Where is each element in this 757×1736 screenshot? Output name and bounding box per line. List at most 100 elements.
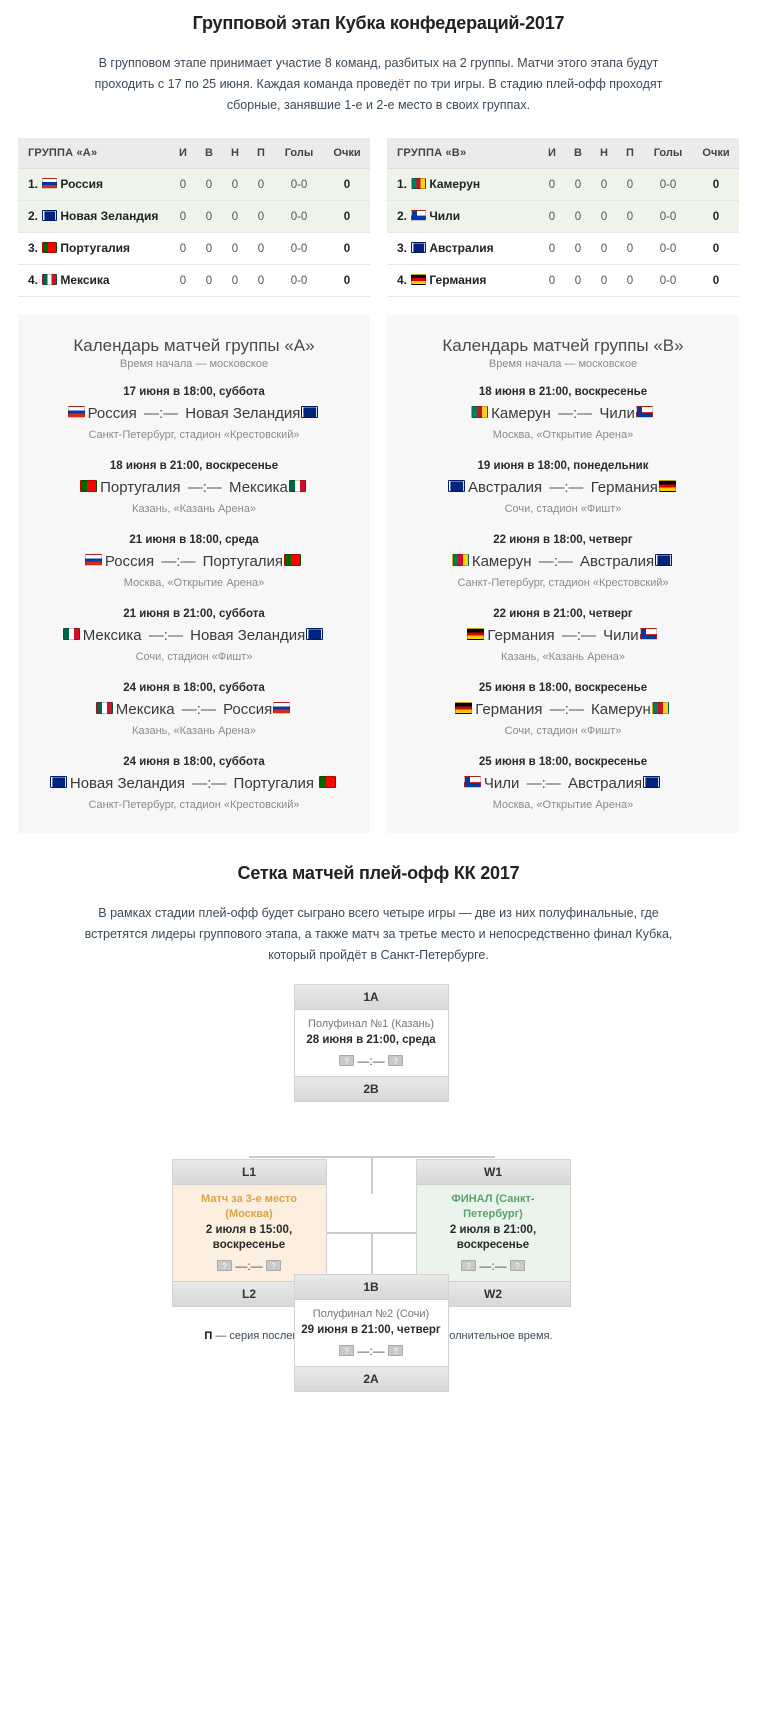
match-score: —:—: [558, 405, 593, 422]
connector-vertical-bottom: [370, 1234, 373, 1274]
position: 4.: [28, 273, 39, 287]
third-place-body: Матч за 3-е место (Москва) 2 июля в 15:0…: [172, 1185, 326, 1281]
away-team: Австралия: [567, 775, 643, 792]
match-date: 21 июня в 21:00, суббота: [123, 608, 265, 620]
bracket-semifinal-1[interactable]: 1А Полуфинал №1 (Казань) 28 июня в 21:00…: [293, 984, 449, 1102]
match-score: —:—: [549, 701, 584, 718]
final-body: ФИНАЛ (Санкт-Петербург) 2 июля в 21:00, …: [416, 1185, 570, 1281]
flag-icon-mx: [42, 274, 58, 285]
playoff-intro: В рамках стадии плей-офф будет сыграно в…: [84, 906, 673, 962]
match-score-row: ? —:— ?: [301, 1054, 442, 1068]
home-team: Россия: [87, 405, 137, 422]
position: 3.: [397, 241, 408, 255]
match-date: 18 июня в 21:00, воскресенье: [478, 386, 648, 398]
match-date: 22 июня в 21:00, четверг: [493, 608, 633, 620]
points: 0: [693, 168, 739, 201]
col-played: И: [170, 138, 196, 169]
slot-top: W1: [416, 1160, 570, 1185]
score: —:—: [235, 1259, 263, 1273]
slot-bottom: 2В: [294, 1076, 448, 1101]
calendar-subtitle: Время начала — московское: [488, 358, 638, 370]
match-venue: Казань, «Казань Арена»: [132, 503, 256, 515]
table-head: ГРУППА «В» И В Н П Голы Очки: [387, 138, 739, 169]
goals: 0-0: [274, 200, 324, 233]
home-team: Германия: [487, 627, 555, 644]
flag-icon-mx: [95, 702, 113, 714]
bracket-final[interactable]: W1 ФИНАЛ (Санкт-Петербург) 2 июля в 21:0…: [415, 1159, 571, 1307]
match-item: 22 июня в 21:00, четверг Германия —:— Чи…: [399, 608, 727, 663]
home-team: Португалия: [100, 479, 181, 496]
score: —:—: [357, 1344, 385, 1358]
flag-icon-pt: [319, 776, 337, 788]
drawn: 0: [222, 264, 248, 297]
match-date: 29 июня в 21:00, четверг: [301, 1324, 441, 1336]
match-date: 24 июня в 18:00, суббота: [123, 756, 265, 768]
position: 1.: [28, 177, 39, 191]
calendar-group-a: Календарь матчей группы «А» Время начала…: [18, 315, 370, 833]
slot-top: 1В: [294, 1275, 448, 1300]
match-item: 18 июня в 21:00, воскресенье Португалия …: [30, 460, 358, 515]
group-name-a: ГРУППА «А»: [18, 138, 170, 169]
table-row: 4. Мексика 0 0 0 0 0-0 0: [18, 264, 370, 297]
match-venue: Москва, «Открытие Арена»: [492, 429, 634, 441]
flag-icon-pt: [80, 480, 98, 492]
col-drawn: Н: [222, 138, 248, 169]
lost: 0: [617, 168, 643, 201]
match-teams: Мексика —:— Россия: [30, 699, 358, 721]
page-title: Групповой этап Кубка конфедераций-2017: [192, 13, 565, 33]
points: 0: [693, 232, 739, 265]
away-team: Мексика: [229, 479, 288, 496]
match-score: —:—: [526, 775, 561, 792]
calendar-group-b: Календарь матчей группы «В» Время начала…: [387, 315, 739, 833]
match-venue: Санкт-Петербург, стадион «Крестовский»: [88, 429, 300, 441]
flag-icon-cl: [463, 776, 481, 788]
flag-icon-pt: [284, 554, 302, 566]
match-item: 24 июня в 18:00, суббота Новая Зеландия …: [30, 756, 358, 811]
team-cell: 1. Камерун: [387, 168, 539, 201]
match-teams: Австралия —:— Германия: [399, 477, 727, 499]
played: 0: [539, 168, 565, 201]
match-score: —:—: [187, 479, 222, 496]
match-teams: Россия —:— Португалия: [30, 551, 358, 573]
bracket-semifinal-2[interactable]: 1В Полуфинал №2 (Сочи) 29 июня в 21:00, …: [293, 1274, 449, 1392]
match-label: Полуфинал №2 (Сочи): [312, 1308, 430, 1320]
away-team: Россия: [223, 701, 273, 718]
won: 0: [196, 168, 222, 201]
semifinal-2-body: Полуфинал №2 (Сочи) 29 июня в 21:00, чет…: [295, 1300, 448, 1366]
footnote-abbr-penalty: П: [204, 1330, 213, 1342]
team-cell: 2. Новая Зеландия: [18, 200, 170, 233]
won: 0: [565, 168, 591, 201]
calendar-title: Календарь матчей группы «В»: [442, 336, 684, 355]
playoff-title: Сетка матчей плей-офф КК 2017: [237, 863, 520, 883]
col-goals: Голы: [274, 138, 324, 169]
match-score-row: ? —:— ?: [179, 1259, 320, 1273]
col-drawn: Н: [591, 138, 617, 169]
won: 0: [196, 200, 222, 233]
flag-icon-ru: [273, 702, 291, 714]
match-teams: Новая Зеландия —:— Португалия: [30, 773, 358, 795]
unknown-team-icon: ?: [460, 1260, 476, 1271]
match-score: —:—: [161, 553, 196, 570]
lost: 0: [617, 200, 643, 233]
table-header-row: ГРУППА «В» И В Н П Голы Очки: [387, 138, 739, 169]
flag-icon-mx: [62, 628, 80, 640]
match-venue: Казань, «Казань Арена»: [132, 725, 256, 737]
match-score-row: ? —:— ?: [423, 1259, 564, 1273]
home-team: Россия: [104, 553, 155, 570]
match-label: ФИНАЛ (Санкт-Петербург): [451, 1193, 535, 1220]
points: 0: [324, 232, 370, 265]
team-name: Германия: [429, 273, 487, 287]
match-date: 17 июня в 18:00, суббота: [123, 386, 265, 398]
match-venue: Сочи, стадион «Фишт»: [135, 651, 253, 663]
flag-icon-cl: [635, 406, 653, 418]
group-table-a: ГРУППА «А» И В Н П Голы Очки 1. Россия 0…: [18, 138, 370, 297]
points: 0: [324, 200, 370, 233]
played: 0: [539, 232, 565, 265]
away-team: Австралия: [580, 553, 655, 570]
flag-icon-au: [448, 480, 466, 492]
bracket-third-place[interactable]: L1 Матч за 3-е место (Москва) 2 июля в 1…: [171, 1159, 327, 1307]
unknown-team-icon: ?: [338, 1055, 354, 1066]
flag-icon-cm: [411, 178, 427, 189]
match-item: 21 июня в 18:00, среда Россия —:— Португ…: [30, 534, 358, 589]
drawn: 0: [222, 168, 248, 201]
